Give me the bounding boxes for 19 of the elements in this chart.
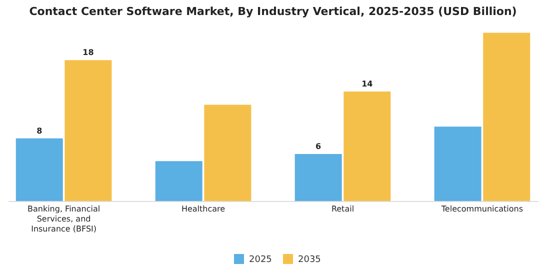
bar [204,104,252,201]
bar [155,161,202,201]
data-label: 18 [82,48,94,58]
chart-title: Contact Center Software Market, By Industry Vertical, 2025-2035 (USD Billion) [29,5,517,18]
data-label: 6 [316,142,322,152]
data-label: 8 [36,126,43,136]
data-label: 14 [362,79,374,88]
bar [483,32,530,201]
x-tick-label: Banking, Financial Services, and Insurance (BFSI) [27,204,100,234]
x-tick-label: Telecommunications [440,204,524,214]
legend-label: 2035 [298,255,321,265]
x-tick-label: Retail [331,204,354,214]
bar [294,154,342,201]
bar [344,91,391,201]
bar [434,126,482,201]
bar [64,60,112,201]
legend-label: 2025 [249,255,272,265]
x-tick-label: Healthcare [181,204,226,214]
bar [16,138,63,201]
